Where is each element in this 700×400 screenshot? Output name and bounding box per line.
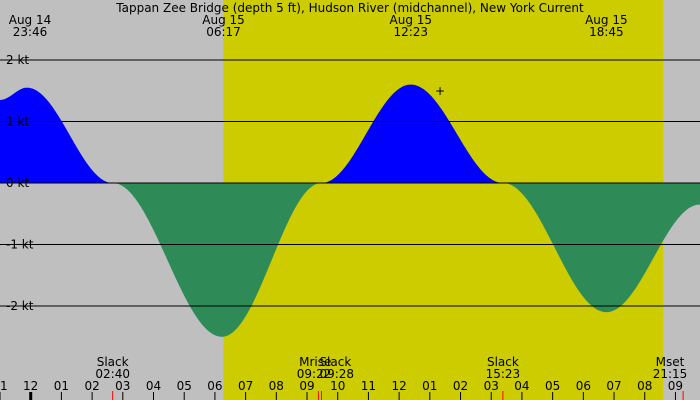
bottom-event-time: 21:15 xyxy=(653,367,688,381)
hour-tick-label: 06 xyxy=(207,379,222,393)
ebb-area-1 xyxy=(113,183,322,337)
hour-tick-label: 01 xyxy=(54,379,69,393)
bottom-event-labels: Slack02:40Mrise09:22Slack09:28Slack15:23… xyxy=(95,355,687,381)
ebb-area-3 xyxy=(503,183,700,313)
hour-tick-label: 07 xyxy=(606,379,621,393)
hour-tick-label: 04 xyxy=(146,379,161,393)
y-tick-label: 0 kt xyxy=(6,176,29,190)
top-event-time: 18:45 xyxy=(589,25,624,39)
bottom-event-time: 15:23 xyxy=(486,367,521,381)
y-tick-labels: 2 kt 1 kt 0 kt -1 kt -2 kt xyxy=(6,53,34,313)
hour-tick-label: 08 xyxy=(269,379,284,393)
top-event-date: Aug 14 xyxy=(9,13,52,27)
top-event-date: Aug 15 xyxy=(202,13,245,27)
bottom-event-label: Mset xyxy=(656,355,685,369)
bottom-event-label: Slack xyxy=(487,355,519,369)
hour-tick-label: 05 xyxy=(545,379,560,393)
top-event-time: 06:17 xyxy=(206,25,241,39)
top-event-date: Aug 15 xyxy=(585,13,628,27)
bottom-event-label: Slack xyxy=(319,355,351,369)
hour-tick-label: 02 xyxy=(84,379,99,393)
hour-tick-label: 01 xyxy=(422,379,437,393)
hour-tick-label: 09 xyxy=(668,379,683,393)
max-flood-marker: + xyxy=(435,84,445,98)
top-event-date: Aug 15 xyxy=(390,13,433,27)
hour-tick-label: 03 xyxy=(115,379,130,393)
hour-tick-label: 12 xyxy=(391,379,406,393)
grid-lines xyxy=(0,59,700,307)
bottom-event-label: Mrise xyxy=(299,355,331,369)
hour-tick-label: 11 xyxy=(0,379,8,393)
hour-tick-label: 02 xyxy=(453,379,468,393)
chart-title: Tappan Zee Bridge (depth 5 ft), Hudson R… xyxy=(115,1,584,15)
hour-tick-label: 09 xyxy=(299,379,314,393)
bottom-event-time: 09:28 xyxy=(319,367,354,381)
y-tick-label: -2 kt xyxy=(6,299,34,313)
hour-tick-label: 03 xyxy=(484,379,499,393)
hour-axis: 11 12 01 02 03 04 05 06 07 08 09 10 11 12 01 02 03 04 05 06… xyxy=(0,379,684,400)
y-tick-label: -1 kt xyxy=(6,238,34,252)
bottom-event-label: Slack xyxy=(97,355,129,369)
hour-tick-label: 06 xyxy=(576,379,591,393)
flood-area-0 xyxy=(0,87,113,183)
top-event-time: 23:46 xyxy=(13,25,48,39)
hour-tick-label: 08 xyxy=(637,379,652,393)
bottom-event-time: 09:22 xyxy=(297,367,332,381)
hour-tick-label: 07 xyxy=(238,379,253,393)
top-event-time: 12:23 xyxy=(393,25,428,39)
current-curve xyxy=(0,84,700,337)
flood-area-2 xyxy=(322,84,503,183)
y-tick-label: 2 kt xyxy=(6,53,29,67)
hour-tick-label: 04 xyxy=(514,379,529,393)
hour-tick-label: 12 xyxy=(23,379,38,393)
y-tick-label: 1 kt xyxy=(6,115,29,129)
bottom-event-time: 02:40 xyxy=(95,367,130,381)
hour-tick-label: 11 xyxy=(361,379,376,393)
hour-tick-label: 10 xyxy=(330,379,345,393)
hour-tick-label: 05 xyxy=(177,379,192,393)
